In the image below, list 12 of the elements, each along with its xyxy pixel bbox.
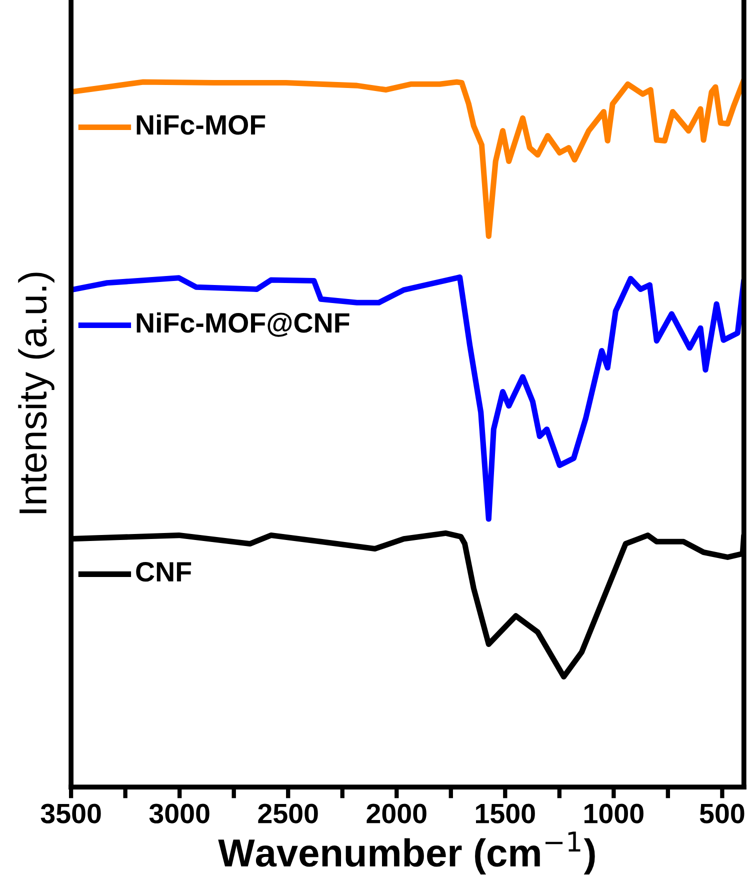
x-tick-label: 1500 bbox=[476, 804, 535, 824]
y-axis-title: Intensity (a.u.) bbox=[18, 272, 54, 514]
x-tick-label: 2000 bbox=[366, 804, 426, 824]
legend-label: CNF bbox=[136, 562, 192, 582]
x-tick-label: 3500 bbox=[40, 804, 101, 824]
legend-label: NiFc-MOF@CNF bbox=[136, 312, 350, 337]
x-tick-label: 3000 bbox=[149, 804, 210, 824]
x-tick-label: 500 bbox=[700, 804, 744, 824]
x-tick-label: 1000 bbox=[584, 804, 644, 824]
x-axis-title: Wavenumber (cm$^{−1}$) bbox=[218, 832, 595, 874]
x-tick-label: 2500 bbox=[258, 804, 318, 824]
legend-label: NiFc-MOF bbox=[136, 114, 266, 135]
